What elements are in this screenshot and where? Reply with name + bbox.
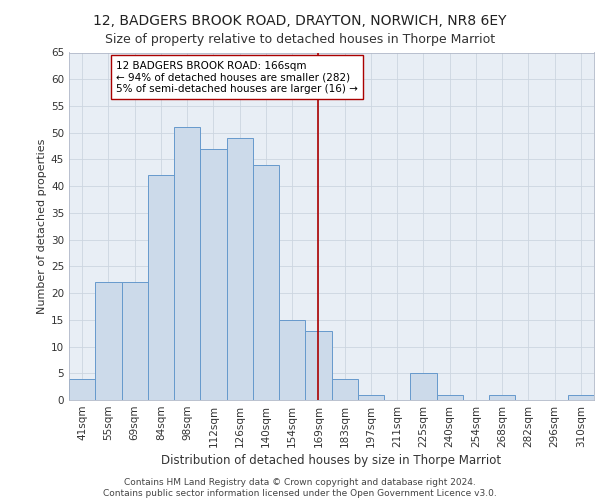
Bar — [69, 378, 95, 400]
Bar — [331, 378, 358, 400]
Bar — [305, 330, 331, 400]
Text: Contains HM Land Registry data © Crown copyright and database right 2024.
Contai: Contains HM Land Registry data © Crown c… — [103, 478, 497, 498]
Bar — [95, 282, 121, 400]
Bar — [279, 320, 305, 400]
Text: Size of property relative to detached houses in Thorpe Marriot: Size of property relative to detached ho… — [105, 34, 495, 46]
Bar — [489, 394, 515, 400]
Bar — [410, 374, 437, 400]
Text: 12, BADGERS BROOK ROAD, DRAYTON, NORWICH, NR8 6EY: 12, BADGERS BROOK ROAD, DRAYTON, NORWICH… — [93, 14, 507, 28]
Bar — [437, 394, 463, 400]
X-axis label: Distribution of detached houses by size in Thorpe Marriot: Distribution of detached houses by size … — [161, 454, 502, 467]
Bar — [358, 394, 384, 400]
Text: 12 BADGERS BROOK ROAD: 166sqm
← 94% of detached houses are smaller (282)
5% of s: 12 BADGERS BROOK ROAD: 166sqm ← 94% of d… — [116, 60, 358, 94]
Bar — [253, 165, 279, 400]
Bar — [148, 176, 174, 400]
Bar — [568, 394, 594, 400]
Y-axis label: Number of detached properties: Number of detached properties — [37, 138, 47, 314]
Bar — [227, 138, 253, 400]
Bar — [121, 282, 148, 400]
Bar — [200, 148, 227, 400]
Bar — [174, 128, 200, 400]
